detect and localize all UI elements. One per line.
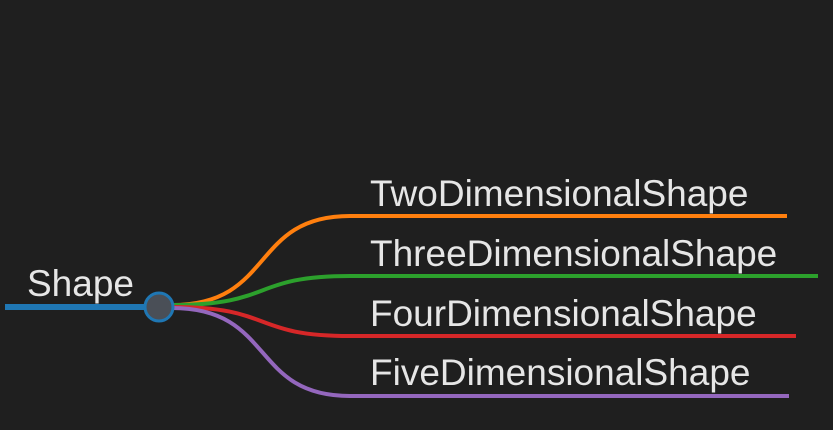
branch-label-three-dimensional: ThreeDimensionalShape <box>370 233 777 274</box>
branch-connector-three-dimensional <box>171 274 351 307</box>
branch-connector-four-dimensional <box>171 305 351 338</box>
root-label: Shape <box>27 263 134 304</box>
branch-label-two-dimensional: TwoDimensionalShape <box>370 173 748 214</box>
branch-connector-two-dimensional <box>171 214 351 307</box>
root-node[interactable] <box>143 291 175 323</box>
branch-label-five-dimensional: FiveDimensionalShape <box>370 352 750 393</box>
branch-label-four-dimensional: FourDimensionalShape <box>370 293 757 334</box>
branch-connector-five-dimensional <box>171 306 351 398</box>
